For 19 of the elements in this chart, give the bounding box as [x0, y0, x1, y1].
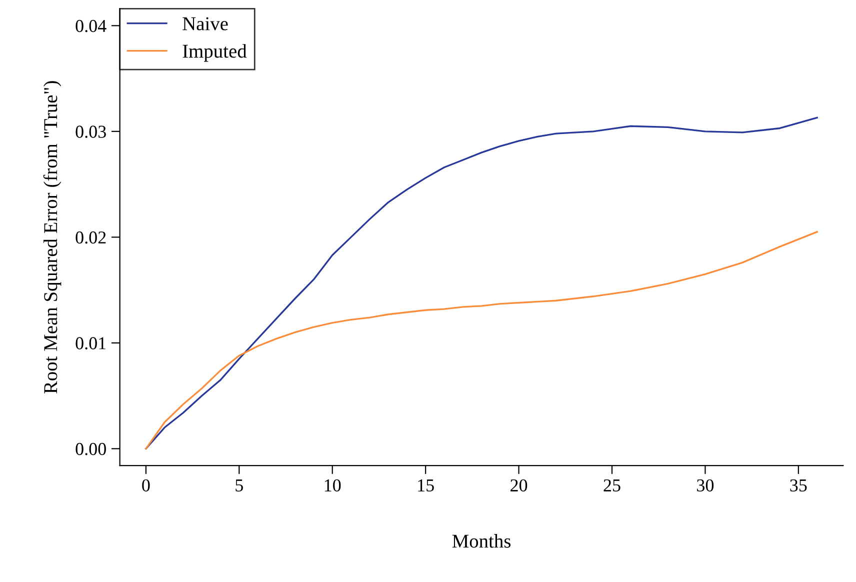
y-tick-label: 0.01: [76, 337, 106, 350]
y-tick-label: 0.03: [76, 126, 106, 138]
legend-label: Imputed: [182, 44, 247, 62]
x-tick-label: 25: [604, 479, 620, 492]
y-tick-label: 0.00: [76, 442, 106, 456]
y-tick-label: 0.02: [76, 231, 106, 244]
y-tick-label: 0.04: [76, 20, 106, 32]
x-tick-label: 15: [418, 479, 434, 492]
x-tick-label: 20: [510, 479, 528, 492]
x-axis-title: Months: [452, 534, 511, 548]
y-axis-title: Root Mean Squared Error (from "True"): [43, 81, 62, 394]
x-tick-label: 30: [697, 479, 714, 492]
x-tick-label: 0: [142, 479, 150, 492]
line-series: [145, 231, 818, 450]
x-tick-label: 35: [790, 479, 807, 492]
legend-label: Naive: [182, 17, 228, 30]
line-series: [145, 116, 818, 450]
x-tick-label: 5: [236, 480, 243, 492]
x-tick-label: 10: [324, 479, 341, 492]
